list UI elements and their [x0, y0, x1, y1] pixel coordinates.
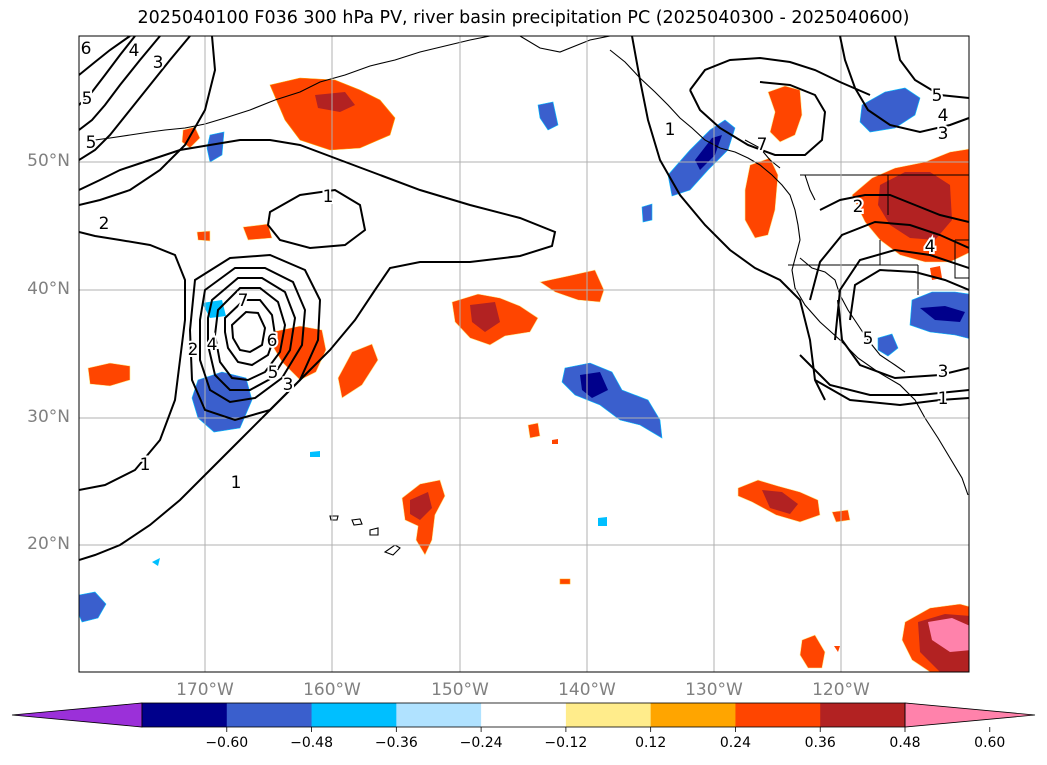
lon-label: 130°W	[685, 680, 743, 700]
contour-label: 5	[82, 89, 93, 109]
lat-label: 50°N	[27, 151, 70, 171]
contour-label: 2	[853, 197, 864, 217]
contour-label: 4	[925, 237, 936, 257]
colorbar-bin	[481, 703, 567, 727]
colorbar-tick-label: 0.60	[974, 735, 1006, 751]
lon-label: 120°W	[812, 680, 870, 700]
lon-label: 140°W	[558, 680, 616, 700]
pv-contours	[79, 36, 969, 561]
lon-label: 170°W	[176, 680, 234, 700]
colorbar-extend-high	[904, 702, 1036, 728]
contour-label: 1	[323, 187, 334, 207]
colorbar-extend-low	[11, 702, 143, 728]
figure-title: 2025040100 F036 300 hPa PV, river basin …	[137, 8, 910, 28]
lon-label: 150°W	[431, 680, 489, 700]
lat-label: 40°N	[27, 279, 70, 299]
colorbar-bin	[650, 703, 736, 727]
contour-label: 4	[938, 106, 949, 126]
contour-label: 5	[932, 86, 943, 106]
contour-label: 2	[99, 214, 110, 234]
contour-label: 3	[153, 53, 164, 73]
lat-label: 20°N	[27, 534, 70, 554]
colorbar	[11, 702, 1036, 732]
colorbar-tick-label: 0.48	[889, 735, 921, 751]
contour-label: 1	[938, 389, 949, 409]
colorbar-frame	[141, 702, 906, 728]
colorbar-bin	[396, 703, 482, 727]
lat-label: 30°N	[27, 407, 70, 427]
contour-label: 2	[188, 340, 199, 360]
contour-label: 5	[268, 363, 279, 383]
colorbar-bin	[142, 703, 228, 727]
contour-label: 6	[267, 331, 278, 351]
colorbar-bin	[226, 703, 313, 727]
contour-label: 4	[207, 335, 218, 355]
contour-label: 1	[140, 455, 151, 475]
contour-labels: 1 1 1 1 1 2 2 2 3 3 3 3 4 4 4 4 5 5 5 5 …	[79, 37, 950, 495]
contour-label: 5	[863, 329, 874, 349]
colorbar-bin	[820, 703, 906, 727]
colorbar-tick-label: −0.60	[205, 735, 249, 751]
colorbar-tick-label: 0.36	[804, 735, 836, 751]
colorbar-tick-label: 0.12	[635, 735, 667, 751]
borders	[788, 174, 969, 295]
contour-label: 3	[283, 375, 294, 395]
colorbar-bin	[565, 703, 652, 727]
colorbar-bin	[311, 703, 397, 727]
colorbar-bin	[735, 703, 821, 727]
colorbar-tick-label: −0.12	[544, 735, 588, 751]
contour-label: 3	[938, 362, 949, 382]
colorbar-tick-label: −0.36	[374, 735, 418, 751]
contour-label: 1	[665, 120, 676, 140]
contour-label: 3	[938, 124, 949, 144]
precip-patches	[79, 77, 969, 672]
contour-label: 5	[86, 133, 97, 153]
map-area: 1 1 1 1 1 2 2 2 3 3 3 3 4 4 4 4 5 5 5 5 …	[79, 36, 969, 672]
contour-label: 7	[757, 135, 768, 155]
lon-label: 160°W	[303, 680, 361, 700]
contour-label: 7	[238, 291, 249, 311]
contour-label: 4	[129, 41, 140, 61]
contour-label: 6	[81, 39, 92, 59]
colorbar-tick-label: −0.24	[459, 735, 503, 751]
colorbar-tick-label: −0.48	[290, 735, 333, 751]
contour-label: 1	[231, 473, 242, 493]
map-frame	[78, 35, 970, 673]
colorbar-tick-label: 0.24	[719, 735, 752, 751]
